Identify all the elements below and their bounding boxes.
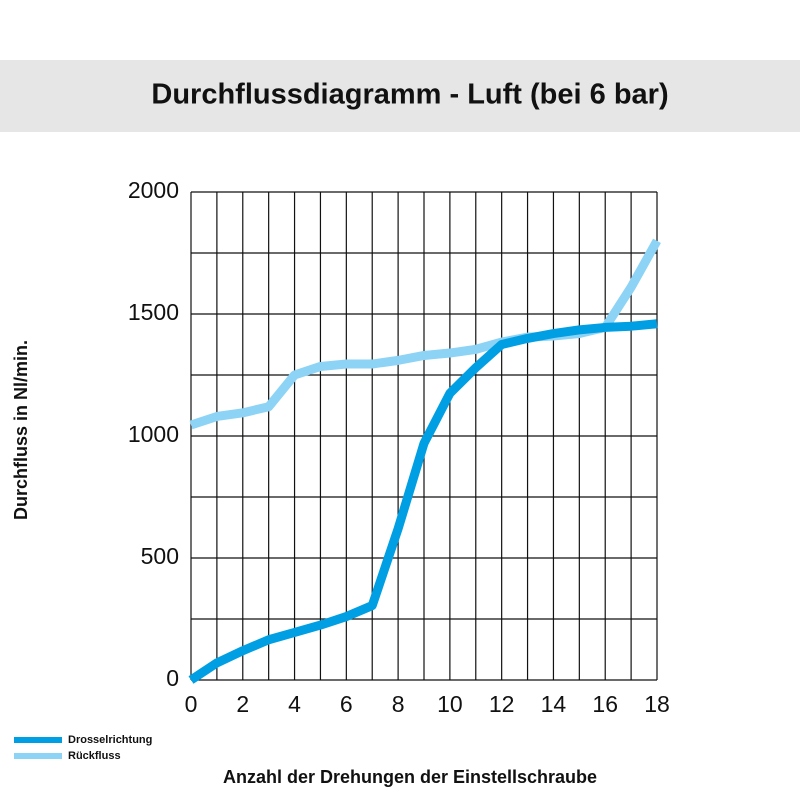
x-tick-label: 2	[236, 691, 249, 717]
y-axis-label: Durchfluss in Nl/min.	[11, 340, 31, 520]
x-tick-label: 14	[541, 691, 567, 717]
x-tick-label: 18	[644, 691, 670, 717]
title-bar	[0, 60, 800, 132]
chart-title: Durchflussdiagramm - Luft (bei 6 bar)	[151, 79, 668, 111]
legend-label: Drosselrichtung	[68, 734, 152, 746]
data-line	[188, 319, 658, 684]
y-tick-label: 1500	[128, 299, 179, 325]
x-tick-label: 0	[185, 691, 198, 717]
x-axis-label: Anzahl der Drehungen der Einstellschraub…	[223, 767, 597, 787]
x-tick-label: 10	[437, 691, 463, 717]
y-tick-label: 0	[166, 665, 179, 691]
x-tick-label: 4	[288, 691, 301, 717]
x-tick-label: 8	[392, 691, 405, 717]
y-tick-label: 500	[141, 543, 179, 569]
x-tick-label: 16	[592, 691, 618, 717]
legend-label: Rückfluss	[68, 750, 121, 762]
x-tick-label: 12	[489, 691, 515, 717]
y-tick-label: 2000	[128, 177, 179, 203]
x-tick-label: 6	[340, 691, 353, 717]
y-tick-label: 1000	[128, 421, 179, 447]
